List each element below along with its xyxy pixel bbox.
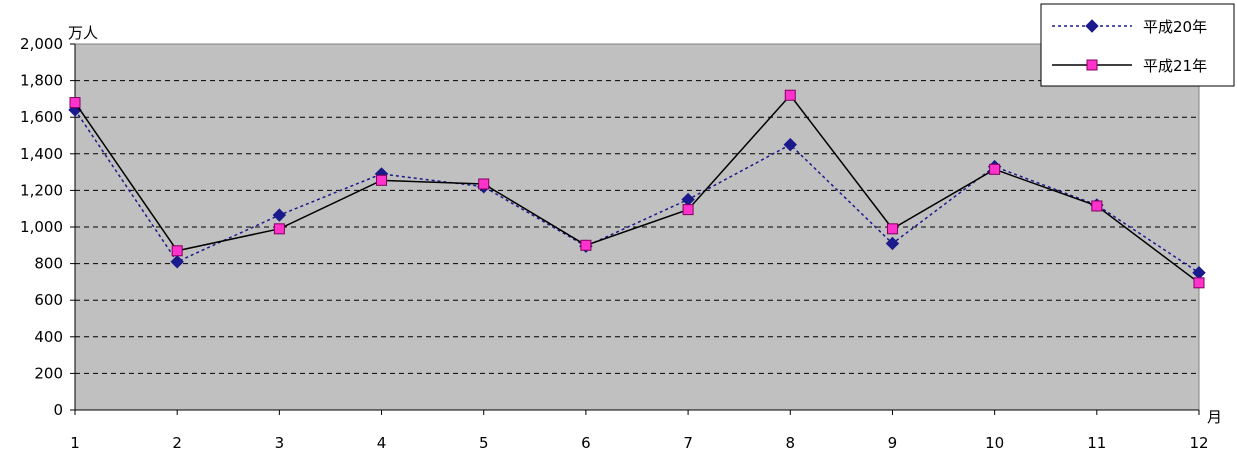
data-point-marker [580,239,592,251]
gridlines [74,44,1199,411]
y-tick-label: 200 [34,364,63,382]
x-tick-label: 10 [985,434,1004,452]
x-tick-label: 9 [888,434,898,452]
series-line [74,109,1200,274]
data-point-marker [170,255,184,269]
legend-box [1040,3,1235,87]
data-point-marker [784,89,796,101]
data-point-marker [1086,59,1098,71]
legend-item-2: 平成21年 [1052,57,1207,75]
data-point-marker [1085,19,1099,33]
y-tick-label: 1,600 [20,108,63,126]
data-point-marker [886,223,898,235]
y-axis-ticks: 0 200 400 600 800 1,000 1,200 1,400 1,600 1,800 2,… [20,35,75,419]
y-tick-label: 2,000 [20,35,63,53]
x-tick-label: 6 [581,434,591,452]
x-tick-label: 7 [683,434,693,452]
legend-label: 平成21年 [1143,57,1207,75]
series-group [68,89,1206,289]
data-point-marker [273,223,285,235]
y-tick-label: 400 [34,328,63,346]
x-tick-label: 5 [479,434,489,452]
data-point-marker [783,137,797,152]
legend-label: 平成20年 [1143,18,1207,36]
data-point-marker [376,174,388,186]
data-point-marker [682,204,694,216]
y-tick-label: 800 [34,255,63,273]
data-point-marker [272,208,287,222]
x-tick-label: 12 [1189,434,1208,452]
x-tick-label: 3 [275,434,285,452]
data-point-marker [171,245,183,257]
data-point-marker [478,178,490,190]
data-point-marker [885,236,900,251]
data-point-marker [989,163,1001,175]
y-tick-label: 0 [53,401,63,419]
series-2 [69,89,1205,289]
y-tick-label: 600 [34,291,63,309]
y-tick-label: 1,400 [20,145,63,163]
y-tick-label: 1,800 [20,72,63,90]
y-axis-unit: 万人 [68,24,98,42]
series-line [74,94,1200,284]
x-axis-unit: 月 [1207,408,1222,426]
x-tick-label: 11 [1087,434,1106,452]
x-tick-label: 2 [172,434,182,452]
data-point-marker [69,97,81,109]
data-point-marker [1193,277,1205,289]
x-tick-label: 4 [377,434,387,452]
legend-item-1: 平成20年 [1052,18,1207,36]
x-tick-label: 1 [70,434,80,452]
y-tick-label: 1,000 [20,218,63,236]
data-point-marker [1091,200,1103,212]
y-tick-label: 1,200 [20,181,63,199]
x-axis-ticks: 1 2 3 4 5 6 7 8 9 10 11 12 [70,410,1209,452]
x-tick-label: 8 [785,434,795,452]
